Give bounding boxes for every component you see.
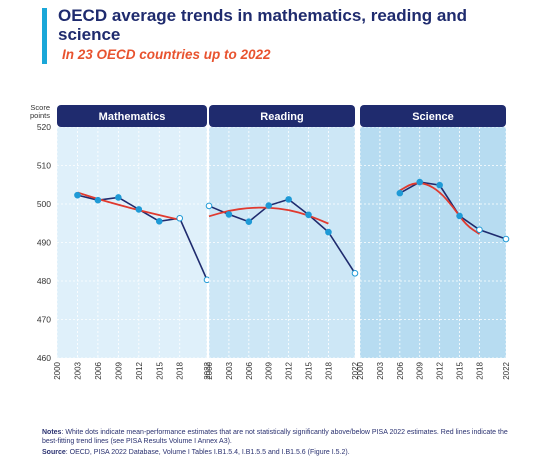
- source-paragraph: Source: OECD, PISA 2022 Database, Volume…: [42, 448, 512, 457]
- x-tick-label: 2009: [416, 361, 425, 379]
- data-point: [325, 228, 332, 236]
- x-tick-label: 2018: [324, 361, 333, 379]
- x-tick-label: 2022: [351, 361, 360, 379]
- y-tick-label: 500: [37, 199, 51, 209]
- data-point: [115, 194, 122, 201]
- y-tick-label: 480: [37, 276, 51, 286]
- data-point: [416, 178, 424, 186]
- data-point-not-significant: [502, 235, 510, 243]
- panel-header: [360, 105, 506, 127]
- x-tick-label: 2009: [265, 361, 274, 379]
- x-tick-label: 2012: [285, 361, 294, 379]
- panel-title: Science: [412, 111, 454, 123]
- panel-header: [209, 105, 355, 127]
- chart-title: OECD average trends in mathematics, read…: [58, 6, 468, 44]
- x-tick-label: 2003: [225, 361, 234, 379]
- panel-title: Reading: [260, 111, 303, 123]
- data-point-not-significant: [476, 226, 483, 234]
- panel-title: Mathematics: [99, 111, 166, 123]
- data-point: [94, 196, 102, 204]
- panel-mathematics: Mathematics 2000 2003 2006 2009 2012 2015 2018 2…: [53, 105, 212, 380]
- x-tick-label: 2018: [475, 361, 484, 379]
- x-tick-label: 2009: [114, 361, 123, 379]
- x-tick-label: 2015: [305, 361, 314, 379]
- trend-line: [77, 191, 180, 221]
- source-label: Source: [42, 449, 66, 456]
- x-tick-label: 2015: [456, 361, 465, 379]
- data-point: [265, 202, 273, 209]
- x-tick-label: 2022: [203, 361, 212, 379]
- data-point-not-significant: [351, 270, 359, 277]
- panel-reading: Reading 2000 2003 2006 2009 2012 2015 2018 2022: [205, 105, 360, 380]
- y-axis-label-line: points: [30, 111, 50, 120]
- y-tick-label: 470: [37, 315, 51, 325]
- x-tick-label: 2000: [53, 361, 62, 379]
- data-point-not-significant: [176, 214, 184, 222]
- y-axis-label: Score points: [30, 103, 50, 120]
- data-point: [245, 218, 253, 226]
- x-tick-label: 2006: [396, 361, 405, 379]
- y-tick-label: 510: [37, 161, 51, 171]
- trend-line: [208, 206, 329, 225]
- notes-label: Notes: [42, 429, 62, 436]
- x-tick-label: 2000: [205, 361, 214, 379]
- x-tick-label: 2006: [245, 361, 254, 379]
- data-point: [436, 181, 443, 189]
- series-line: [208, 198, 356, 274]
- title-accent-bar: [42, 8, 47, 64]
- y-tick-label: 520: [37, 122, 51, 132]
- data-point-not-significant: [205, 202, 213, 210]
- y-tick-label: 490: [37, 238, 51, 248]
- y-tick-label: 460: [37, 353, 51, 363]
- panel-header: [57, 105, 207, 127]
- notes-text: : White dots indicate mean-performance e…: [42, 429, 508, 445]
- data-point: [396, 189, 404, 197]
- footnotes: Notes: White dots indicate mean-performa…: [42, 428, 512, 459]
- data-point: [74, 191, 81, 199]
- x-tick-label: 2012: [135, 361, 144, 379]
- x-tick-label: 2022: [502, 361, 511, 379]
- data-point: [135, 206, 143, 213]
- data-point: [305, 211, 312, 219]
- data-point: [285, 196, 292, 203]
- x-tick-label: 2015: [155, 361, 164, 379]
- x-tick-label: 2003: [376, 361, 385, 379]
- x-tick-label: 2000: [356, 361, 365, 379]
- chart-subtitle: In 23 OECD countries up to 2022: [62, 47, 271, 62]
- x-tick-label: 2006: [94, 361, 103, 379]
- data-point: [225, 211, 233, 218]
- x-tick-label: 2003: [73, 361, 82, 379]
- data-point: [456, 212, 463, 220]
- panel-science: Science 2000 2003 2006 2009 2012 2015 2018 2022: [356, 105, 511, 380]
- x-tick-label: 2012: [436, 361, 445, 379]
- x-tick-label: 2018: [176, 361, 185, 379]
- panel-background: [57, 127, 207, 358]
- notes-paragraph: Notes: White dots indicate mean-performa…: [42, 428, 512, 446]
- source-text: : OECD, PISA 2022 Database, Volume I Tab…: [65, 449, 350, 456]
- y-axis-label-line: Score: [30, 103, 50, 112]
- data-point: [155, 218, 163, 225]
